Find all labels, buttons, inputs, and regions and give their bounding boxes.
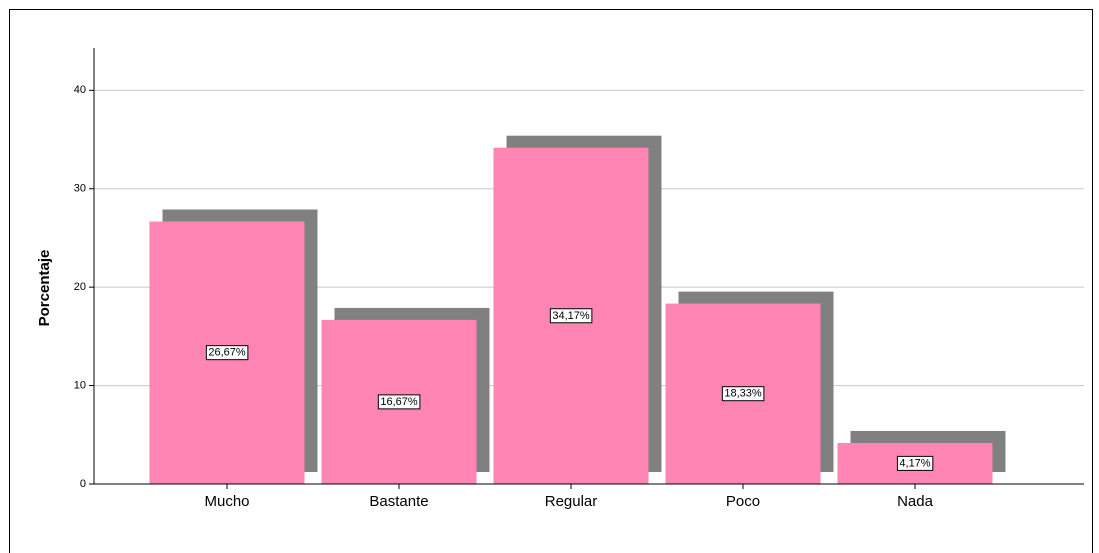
data-label: 34,17% <box>552 310 590 322</box>
x-tick-label: Mucho <box>204 493 249 510</box>
data-label-box <box>377 394 421 410</box>
data-label-box <box>205 345 249 361</box>
y-tick-label: 30 <box>74 183 86 195</box>
y-tick-label: 20 <box>74 281 86 293</box>
frame <box>9 9 1093 553</box>
y-tick-label: 0 <box>80 478 86 490</box>
data-label-box <box>549 308 593 324</box>
data-label-box <box>896 455 934 471</box>
x-tick-label: Nada <box>897 493 934 510</box>
data-label: 18,33% <box>724 388 762 400</box>
y-tick-label: 40 <box>74 84 86 96</box>
data-label-box <box>721 386 765 402</box>
x-tick-label: Poco <box>726 493 760 510</box>
data-label: 26,67% <box>208 347 246 359</box>
x-tick-label: Bastante <box>369 493 428 510</box>
x-tick-label: Regular <box>545 493 598 510</box>
data-label: 16,67% <box>380 396 418 408</box>
y-tick-label: 10 <box>74 379 86 391</box>
y-axis-label: Porcentaje <box>36 250 53 327</box>
data-label: 4,17% <box>899 457 930 469</box>
